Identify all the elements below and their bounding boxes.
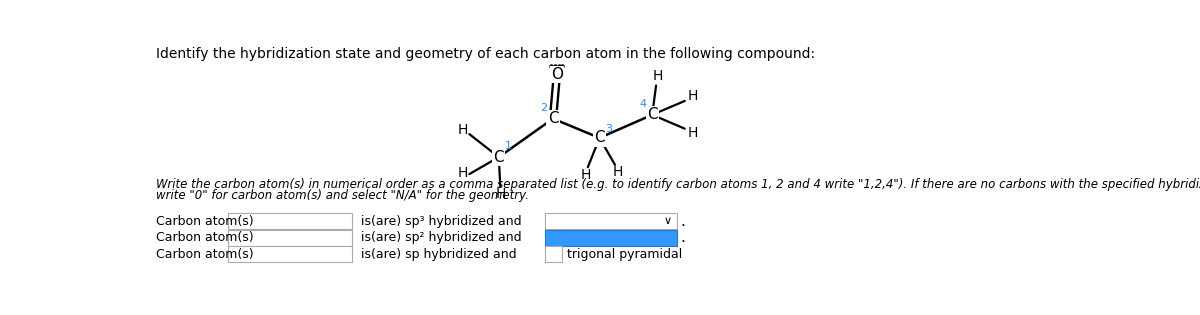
Text: C: C: [547, 111, 558, 126]
Text: Carbon atom(s): Carbon atom(s): [156, 215, 254, 227]
Text: is(are) sp³ hybridized and: is(are) sp³ hybridized and: [361, 215, 522, 227]
Text: write "0" for carbon atom(s) and select "N/A" for the geometry.: write "0" for carbon atom(s) and select …: [156, 189, 529, 202]
Bar: [545, 246, 563, 262]
Text: Write the carbon atom(s) in numerical order as a comma separated list (e.g. to i: Write the carbon atom(s) in numerical or…: [156, 178, 1200, 191]
Text: C: C: [594, 130, 605, 146]
Text: H: H: [496, 187, 506, 201]
Text: 3: 3: [605, 124, 612, 134]
Text: 1: 1: [504, 141, 511, 152]
Text: Identify the hybridization state and geometry of each carbon atom in the followi: Identify the hybridization state and geo…: [156, 47, 815, 61]
Text: 4: 4: [640, 99, 647, 109]
Text: H: H: [688, 126, 698, 140]
Bar: [228, 246, 352, 262]
Text: O: O: [551, 67, 563, 82]
Text: H: H: [458, 166, 468, 180]
Bar: [545, 213, 677, 229]
Text: H: H: [688, 89, 698, 103]
Text: .: .: [680, 214, 685, 229]
Bar: [228, 230, 352, 246]
Text: is(are) sp hybridized and: is(are) sp hybridized and: [361, 248, 516, 261]
Text: H: H: [613, 165, 623, 179]
Text: C: C: [493, 150, 504, 165]
Text: H: H: [653, 69, 662, 83]
Text: ∨: ∨: [664, 216, 672, 226]
Text: trigonal pyramidal: trigonal pyramidal: [566, 248, 683, 261]
Text: is(are) sp² hybridized and: is(are) sp² hybridized and: [361, 232, 522, 244]
Text: H: H: [581, 168, 590, 182]
Text: Carbon atom(s): Carbon atom(s): [156, 232, 254, 244]
Text: H: H: [458, 123, 468, 137]
Text: 2: 2: [540, 103, 547, 113]
Text: .: .: [680, 231, 685, 245]
Bar: [228, 213, 352, 229]
Bar: [545, 230, 677, 246]
Text: C: C: [647, 107, 658, 122]
Text: Carbon atom(s): Carbon atom(s): [156, 248, 254, 261]
